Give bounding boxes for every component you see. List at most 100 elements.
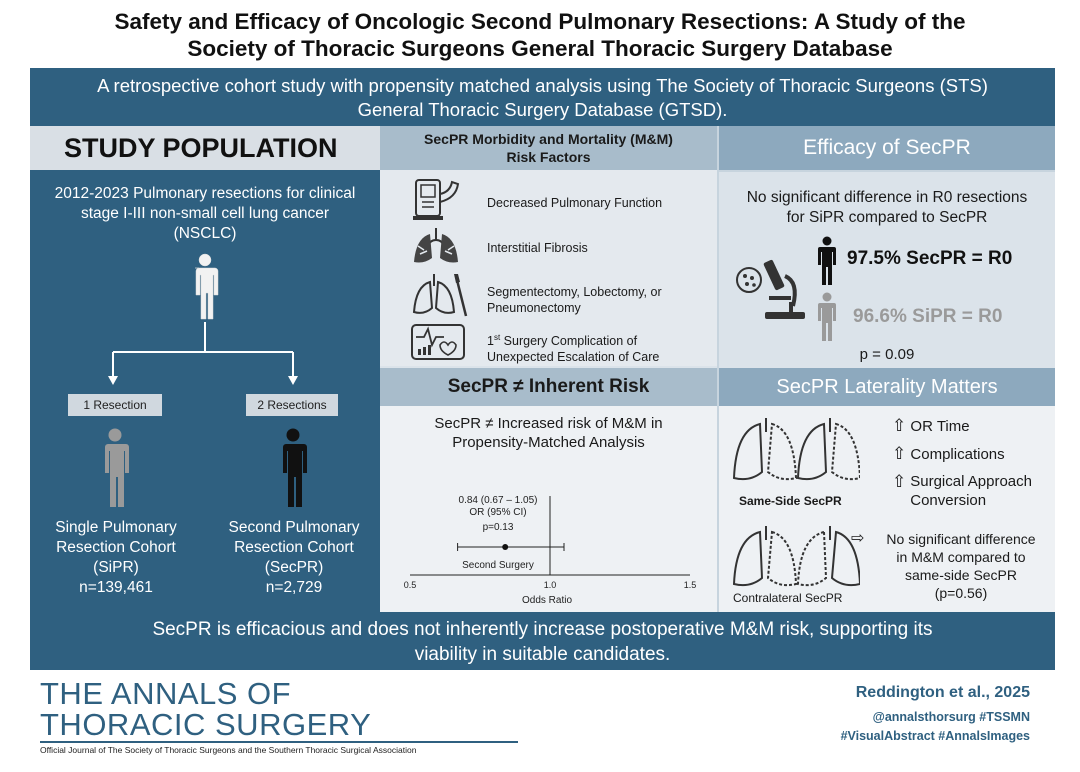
sipr-figure-icon — [818, 292, 836, 341]
contralateral-line-2: in M&M compared to — [896, 549, 1026, 565]
effect-or-time: ⇧ OR Time — [892, 416, 1040, 444]
efficacy-line-1: No significant difference in R0 resectio… — [746, 189, 1028, 206]
risk-item-resection-line-2: Pneumonectomy — [487, 301, 581, 315]
inherent-risk-line-2: Propensity-Matched Analysis — [452, 434, 645, 451]
forest-plot: 0.84 (0.67 – 1.05) OR (95% CI) p=0.13 Se… — [404, 495, 697, 606]
secpr-patient-icon — [282, 428, 307, 507]
lungs-scalpel-icon — [412, 274, 468, 317]
secpr-line-2: Resection Cohort — [234, 539, 354, 556]
effect-complications: ⇧ Complications — [892, 444, 1040, 472]
sipr-line-2: Resection Cohort — [56, 539, 176, 556]
secpr-line-3: (SecPR) — [264, 559, 324, 576]
journal-subtitle: Official Journal of The Society of Thora… — [40, 745, 417, 755]
contralateral-line-3: same-side SecPR — [904, 567, 1018, 583]
up-arrow-icon: ⇧ — [892, 444, 907, 463]
study-design-line-2: General Thoracic Surgery Database (GTSD)… — [357, 99, 728, 120]
journal-logo-line-2: THORACIC SURGERY — [40, 707, 372, 742]
ordinal-number: 1 — [487, 334, 494, 349]
microscope-icon — [736, 259, 805, 319]
contralateral-lungs-icon — [732, 526, 860, 587]
two-resections-label: 2 Resections — [246, 394, 338, 416]
complication-text: Surgery Complication of — [500, 334, 638, 349]
secpr-count: n=2,729 — [265, 579, 323, 596]
journal-logo-line-1: THE ANNALS OF — [40, 676, 292, 711]
credits: Reddington et al., 2025 @annalsthorsurg … — [841, 684, 1030, 743]
risk-item-resection-type: Segmentectomy, Lobectomy, or Pneumonecto… — [487, 284, 662, 316]
right-arrow-icon: ⇨ — [851, 530, 865, 547]
study-population-header: STUDY POPULATION — [30, 126, 380, 170]
risk-item-pulmonary-function: Decreased Pulmonary Function — [487, 196, 663, 210]
contralateral-finding: No significant difference in M&M compare… — [872, 530, 1050, 602]
efficacy-header: Efficacy of SecPR — [719, 126, 1055, 170]
conclusion-line-1: SecPR is efficacious and does not inhere… — [152, 619, 933, 640]
sipr-line-1: Single Pulmonary — [55, 519, 177, 536]
inherent-risk-header: SecPR ≠ Inherent Risk — [380, 368, 717, 406]
or-ci-label: OR (95% CI) — [469, 507, 526, 518]
x-tick-0-5: 0.5 — [404, 580, 417, 590]
risk-item-fibrosis: Interstitial Fibrosis — [487, 241, 588, 255]
journal-divider — [40, 741, 518, 743]
risk-factors-body — [380, 170, 717, 366]
laterality-header: SecPR Laterality Matters — [719, 368, 1055, 406]
hashtags: #VisualAbstract #AnnalsImages — [840, 729, 1030, 743]
sipr-r0-stat: 96.6% SiPR = R0 — [853, 306, 1003, 327]
sipr-count: n=139,461 — [79, 579, 153, 596]
social-handle: @annalsthorsurg #TSSMN — [872, 710, 1030, 724]
secpr-r0-stat: 97.5% SecPR = R0 — [847, 248, 1013, 269]
study-design-banner: A retrospective cohort study with propen… — [30, 68, 1055, 126]
population-tree-diagram — [108, 253, 298, 385]
title-line-1: Safety and Efficacy of Oncologic Second … — [114, 9, 966, 34]
same-side-label: Same-Side SecPR — [739, 494, 842, 508]
up-arrow-icon: ⇧ — [892, 416, 907, 435]
row-label-second-surgery: Second Surgery — [462, 560, 534, 571]
secpr-line-1: Second Pulmonary — [228, 519, 360, 536]
point-estimate — [502, 544, 509, 550]
risk-item-resection-line-1: Segmentectomy, Lobectomy, or — [487, 285, 662, 299]
secpr-figure-icon — [818, 236, 836, 285]
efficacy-description: No significant difference in R0 resectio… — [719, 188, 1055, 228]
efficacy-pvalue: p = 0.09 — [859, 346, 915, 363]
study-population-panel — [30, 126, 380, 612]
or-estimate-annotation: 0.84 (0.67 – 1.05) — [459, 495, 538, 506]
inherent-risk-line-1: SecPR ≠ Increased risk of M&M in — [434, 415, 663, 432]
inherent-risk-body — [380, 406, 717, 612]
laterality-body — [719, 406, 1055, 612]
conclusion-line-2: viability in suitable candidates. — [414, 644, 671, 665]
risk-header-line-2: Risk Factors — [506, 149, 591, 165]
sipr-line-3: (SiPR) — [93, 559, 139, 576]
monitor-heart-icon — [411, 324, 465, 360]
study-design-line-1: A retrospective cohort study with propen… — [97, 75, 988, 96]
efficacy-line-2: for SiPR compared to SecPR — [786, 209, 988, 226]
x-tick-1-0: 1.0 — [544, 580, 557, 590]
secpr-cohort-label: Second Pulmonary Resection Cohort (SecPR… — [208, 518, 380, 598]
x-axis-label: Odds Ratio — [522, 595, 572, 606]
up-arrow-icon: ⇧ — [892, 472, 907, 491]
contralateral-label: Contralateral SecPR — [733, 591, 843, 605]
sipr-cohort-label: Single Pulmonary Resection Cohort (SiPR)… — [30, 518, 202, 598]
or-pvalue: p=0.13 — [483, 522, 514, 533]
contralateral-line-1: No significant difference — [886, 531, 1036, 547]
title-line-2: Society of Thoracic Surgeons General Tho… — [187, 36, 893, 61]
contralateral-line-4: (p=0.56) — [934, 585, 988, 601]
same-side-lungs-icon — [732, 418, 860, 481]
effect-approach-conversion: ⇧ Surgical Approach Conversion — [892, 472, 1040, 510]
x-tick-1-5: 1.5 — [684, 580, 697, 590]
patient-figure-icon — [195, 253, 219, 320]
ordinal-suffix: st — [493, 333, 501, 342]
risk-header-line-1: SecPR Morbidity and Mortality (M&M) — [424, 131, 673, 147]
journal-logo: THE ANNALS OF THORACIC SURGERY — [40, 678, 371, 740]
inherent-risk-description: SecPR ≠ Increased risk of M&M in Propens… — [380, 414, 717, 452]
sipr-patient-icon — [104, 428, 129, 507]
risk-item-complication-line-2: Unexpected Escalation of Care — [487, 350, 660, 365]
effect-or-time-label: OR Time — [910, 418, 970, 435]
risk-item-complication: 1st Surgery Complication of Unexpected E… — [487, 330, 659, 365]
spirometer-icon — [413, 179, 460, 220]
authors-citation: Reddington et al., 2025 — [855, 684, 1030, 701]
conclusion-banner: SecPR is efficacious and does not inhere… — [30, 612, 1055, 670]
effect-complications-label: Complications — [910, 446, 1005, 463]
effect-approach-conversion-label: Surgical Approach Conversion — [910, 473, 1032, 509]
risk-item-complication-line-1: 1st Surgery Complication of — [487, 330, 659, 349]
study-population-description: 2012-2023 Pulmonary resections for clini… — [54, 185, 356, 242]
same-side-effects: ⇧ OR Time ⇧ Complications ⇧ Surgical Appr… — [892, 416, 1040, 510]
page-title: Safety and Efficacy of Oncologic Second … — [0, 8, 1080, 62]
